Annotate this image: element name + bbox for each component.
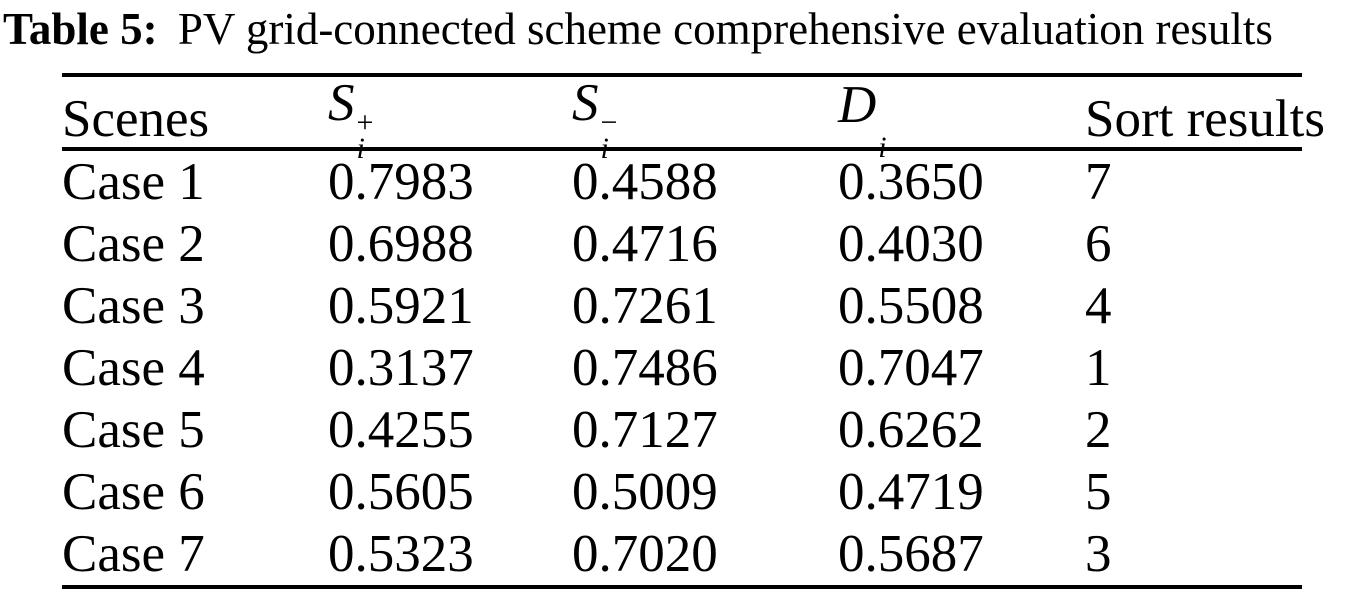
- math-base-s-plus: S: [328, 74, 355, 132]
- cell-d: 0.4719: [838, 462, 984, 521]
- math-scripts-d: i: [878, 110, 887, 164]
- math-superscript: +: [356, 106, 374, 139]
- cell-s-minus: 0.4716: [572, 214, 718, 273]
- table-row-case-7: Case 7 0.5323 0.7020 0.5687 3: [62, 523, 1302, 585]
- cell-d: 0.3650: [838, 152, 984, 211]
- table-row-case-2: Case 2 0.6988 0.4716 0.4030 6: [62, 213, 1302, 275]
- cell-sort-result: 1: [1085, 338, 1112, 397]
- cell-scene: Case 1: [62, 152, 205, 211]
- column-header-s-plus: S + i: [328, 74, 572, 165]
- math-base-s-minus: S: [572, 74, 599, 132]
- cell-s-minus: 0.7127: [572, 400, 718, 459]
- cell-sort-result: 6: [1085, 214, 1112, 273]
- column-header-s-minus: S − i: [572, 74, 838, 165]
- cell-d: 0.4030: [838, 214, 984, 273]
- cell-s-plus: 0.4255: [328, 400, 474, 459]
- table-caption-text: PV grid-connected scheme comprehensive e…: [177, 4, 1273, 54]
- table-row-case-3: Case 3 0.5921 0.7261 0.5508 4: [62, 275, 1302, 337]
- math-subscript: i: [878, 130, 887, 164]
- cell-scene: Case 2: [62, 214, 205, 273]
- table-body: Case 1 0.7983 0.4588 0.3650 7 Case 2 0.6…: [62, 151, 1302, 585]
- cell-sort-result: 3: [1085, 524, 1112, 583]
- cell-d: 0.7047: [838, 338, 984, 397]
- cell-s-minus: 0.7486: [572, 338, 718, 397]
- cell-s-plus: 0.5323: [328, 524, 474, 583]
- cell-scene: Case 5: [62, 400, 205, 459]
- cell-d: 0.6262: [838, 400, 984, 459]
- column-header-scenes: Scenes: [62, 89, 210, 148]
- cell-sort-result: 7: [1085, 152, 1112, 211]
- cell-s-minus: 0.5009: [572, 462, 718, 521]
- table-caption: Table 5: PV grid-connected scheme compreh…: [3, 2, 1273, 56]
- cell-d: 0.5687: [838, 524, 984, 583]
- math-superscript: −: [600, 106, 618, 139]
- cell-sort-result: 2: [1085, 400, 1112, 459]
- cell-sort-result: 4: [1085, 276, 1112, 335]
- math-base-d: D: [838, 75, 877, 134]
- cell-s-minus: 0.7020: [572, 524, 718, 583]
- cell-scene: Case 7: [62, 524, 205, 583]
- table-row-case-1: Case 1 0.7983 0.4588 0.3650 7: [62, 151, 1302, 213]
- table-row-case-4: Case 4 0.3137 0.7486 0.7047 1: [62, 337, 1302, 399]
- cell-scene: Case 6: [62, 462, 205, 521]
- table-row-case-6: Case 6 0.5605 0.5009 0.4719 5: [62, 461, 1302, 523]
- cell-s-plus: 0.7983: [328, 152, 474, 211]
- cell-s-plus: 0.3137: [328, 338, 474, 397]
- table-caption-label: Table 5:: [3, 4, 158, 54]
- cell-scene: Case 3: [62, 276, 205, 335]
- cell-s-minus: 0.4588: [572, 152, 718, 211]
- cell-scene: Case 4: [62, 338, 205, 397]
- math-subscript: i: [356, 132, 365, 165]
- cell-s-plus: 0.6988: [328, 214, 474, 273]
- cell-sort-result: 5: [1085, 462, 1112, 521]
- table-row-case-5: Case 5 0.4255 0.7127 0.6262 2: [62, 399, 1302, 461]
- math-subscript: i: [600, 132, 609, 165]
- cell-s-plus: 0.5921: [328, 276, 474, 335]
- column-header-sort-results: Sort results: [1085, 89, 1325, 148]
- math-scripts-s-minus: − i: [600, 106, 618, 165]
- cell-d: 0.5508: [838, 276, 984, 335]
- math-scripts-s-plus: + i: [356, 106, 374, 165]
- cell-s-plus: 0.5605: [328, 462, 474, 521]
- cell-s-minus: 0.7261: [572, 276, 718, 335]
